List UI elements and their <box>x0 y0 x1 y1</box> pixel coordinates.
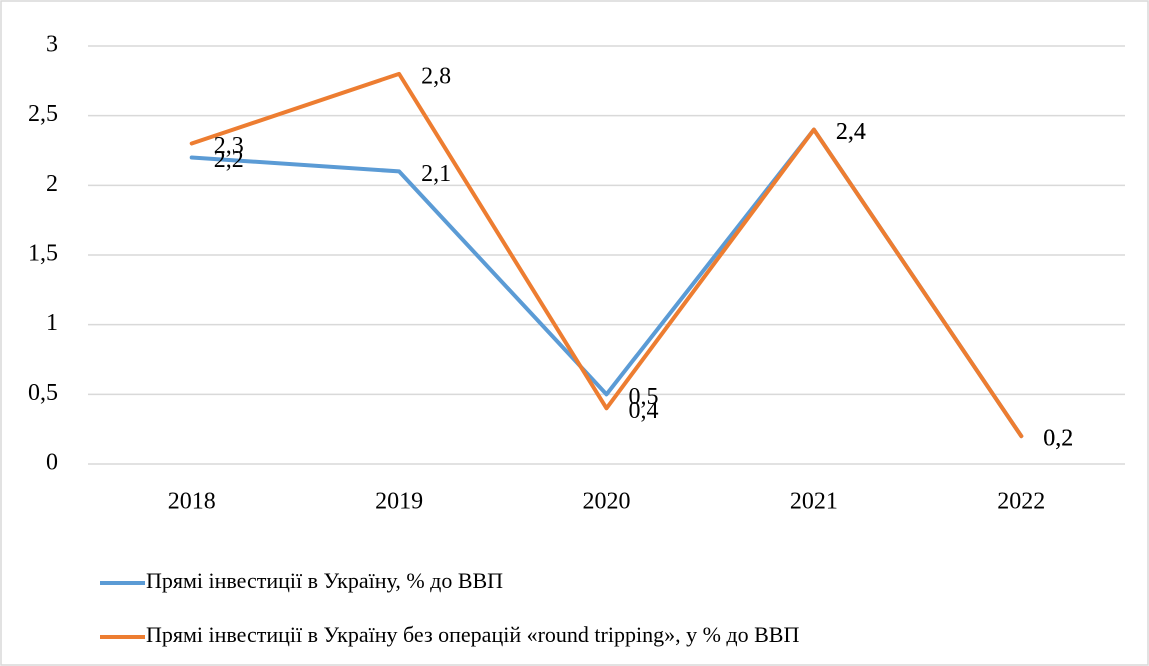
x-tick-label: 2019 <box>375 489 423 515</box>
data-label: 2,3 <box>214 133 244 159</box>
y-tick-label: 0 <box>46 450 58 476</box>
x-tick-label: 2018 <box>168 489 216 515</box>
series-line <box>189 71 1024 439</box>
data-label: 0,4 <box>629 398 659 424</box>
y-tick-label: 1,5 <box>28 241 58 267</box>
legend: Прямі інвестиції в Україну, % до ВВП Прям… <box>100 568 799 647</box>
data-label: 2,1 <box>421 161 451 187</box>
data-label: 2,8 <box>421 63 451 89</box>
data-label: 2,2 <box>214 147 244 173</box>
data-label: 2,4 <box>836 119 866 145</box>
data-label: 0,2 <box>1043 426 1073 452</box>
y-tick-label: 1 <box>46 310 58 336</box>
data-label: 0,2 <box>1043 426 1073 452</box>
x-tick-label: 2021 <box>790 489 838 515</box>
y-tick-label: 3 <box>46 32 58 58</box>
legend-label: Прямі інвестиції в Україну без операцій … <box>146 622 799 647</box>
y-tick-label: 2,5 <box>28 101 58 127</box>
x-tick-label: 2022 <box>997 489 1045 515</box>
y-tick-label: 0,5 <box>28 380 58 406</box>
legend-label: Прямі інвестиції в Україну, % до ВВП <box>146 568 503 593</box>
data-label: 2,4 <box>836 119 866 145</box>
y-tick-label: 2 <box>46 171 58 197</box>
x-tick-label: 2020 <box>583 489 631 515</box>
data-label: 0,5 <box>629 384 659 410</box>
